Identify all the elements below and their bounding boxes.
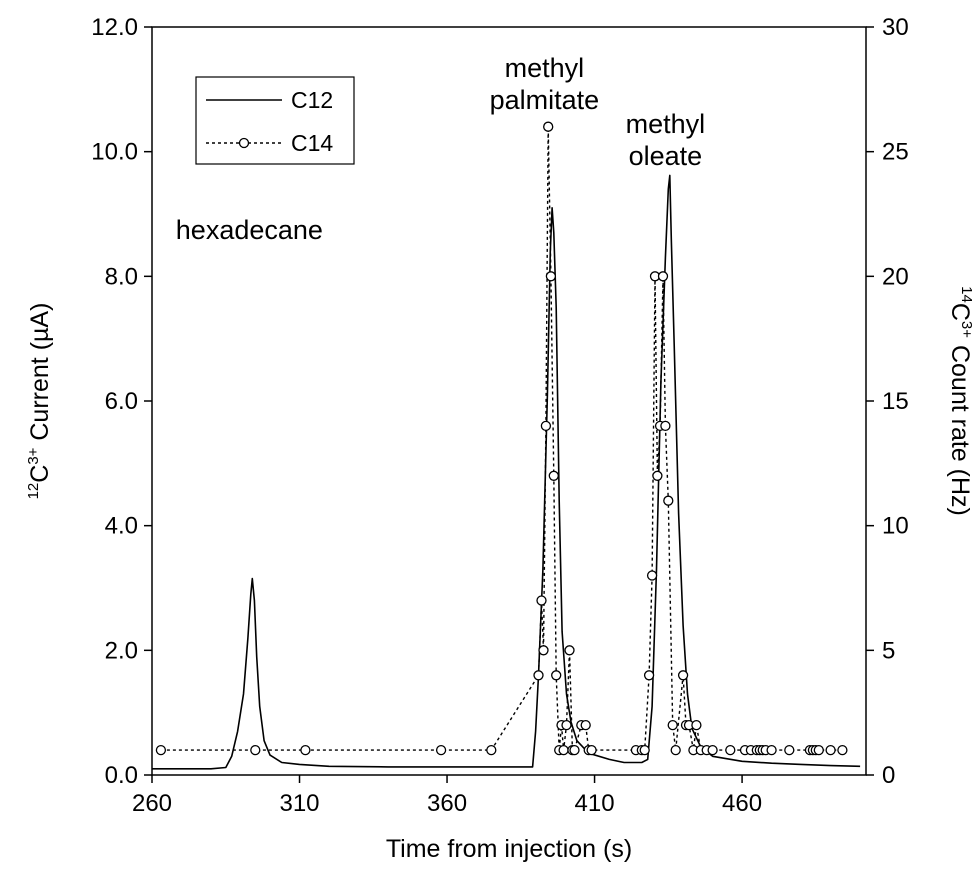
legend-box: [195, 76, 355, 165]
right-y-axis-title: 14C3+ Count rate (Hz): [946, 286, 975, 516]
right-y-charge-superscript: 3+: [958, 321, 975, 338]
left-y-tick-label: 6.0: [105, 388, 138, 415]
left-y-mass-superscript: 12: [25, 483, 42, 500]
c14-point: [766, 744, 777, 756]
c14-point: [548, 470, 559, 481]
c14-point: [657, 271, 669, 282]
c14-point: [677, 670, 689, 681]
c14-point: [639, 744, 650, 756]
right-y-tick-label: 20: [882, 263, 909, 290]
c14-point: [707, 744, 718, 756]
peak-annotation-line: methyl: [626, 109, 706, 139]
c14-point: [564, 645, 575, 656]
right-y-tick-label: 15: [882, 388, 909, 415]
peak-annotation-line: palmitate: [490, 85, 600, 115]
peak-annotation: methyl oleate: [626, 109, 706, 171]
x-tick-label: 460: [722, 790, 762, 817]
right-y-axis: 0 5 10 15 20 25 30: [866, 14, 909, 789]
c14-point: [652, 470, 663, 481]
c14-point: [486, 744, 497, 756]
peak-annotation: methyl palmitate: [490, 53, 600, 115]
left-y-tick-label: 4.0: [105, 513, 138, 540]
c14-point: [551, 670, 562, 681]
right-y-mass-superscript: 14: [958, 286, 975, 303]
x-axis-title: Time from injection (s): [386, 835, 632, 863]
left-y-tick-label: 0.0: [105, 762, 138, 789]
c14-point: [538, 645, 549, 656]
right-y-tick-label: 0: [882, 762, 895, 789]
c12-series: [152, 174, 861, 770]
c12-line: [152, 174, 861, 770]
legend-c14-marker: [238, 137, 250, 149]
right-y-tick-label: 10: [882, 513, 909, 540]
c14-point: [435, 744, 447, 756]
c14-point: [670, 744, 681, 756]
legend-c12-label: C12: [291, 87, 333, 113]
peak-annotation-line: oleate: [629, 141, 703, 171]
c14-point: [580, 719, 591, 731]
c14-point: [533, 670, 544, 681]
c14-point: [660, 420, 671, 432]
c14-point: [586, 744, 597, 756]
legend: C12 C14: [195, 76, 355, 165]
c14-point: [545, 271, 557, 282]
x-tick-label: 260: [132, 790, 172, 817]
right-y-tick-label: 30: [882, 14, 909, 41]
c14-point: [725, 744, 736, 756]
c14-point: [643, 670, 655, 681]
left-y-element: C: [26, 465, 54, 483]
c14-point: [691, 719, 702, 731]
c14-point: [558, 744, 569, 756]
c14-point: [813, 744, 824, 756]
left-y-label-rest: Current (µA): [26, 303, 54, 448]
c14-point: [536, 595, 547, 606]
c14-point: [569, 744, 580, 756]
legend-c14-label: C14: [291, 130, 333, 156]
left-y-axis-title: 12C3+ Current (µA): [25, 303, 54, 500]
c14-point: [155, 744, 167, 756]
c14-point: [837, 744, 848, 756]
c14-point: [543, 121, 554, 132]
left-y-axis: 0.0 2.0 4.0 6.0 8.0 10.0 12.0: [91, 14, 152, 789]
c14-point: [784, 744, 795, 756]
c14-point: [540, 420, 552, 432]
left-y-tick-label: 8.0: [105, 263, 138, 290]
left-y-tick-label: 12.0: [91, 14, 138, 41]
right-y-element: C: [946, 303, 974, 321]
x-tick-label: 360: [427, 790, 467, 817]
x-axis: 260 310 360 410 460: [132, 775, 762, 817]
peak-annotation: hexadecane: [176, 215, 323, 245]
peak-annotation-line: hexadecane: [176, 215, 323, 245]
c14-point: [667, 719, 678, 731]
c14-point: [300, 744, 311, 756]
x-tick-label: 410: [575, 790, 615, 817]
left-y-tick-label: 10.0: [91, 139, 138, 166]
c14-point: [825, 744, 836, 756]
right-y-tick-label: 5: [882, 637, 895, 664]
c14-point: [250, 744, 261, 756]
c14-point: [561, 719, 572, 731]
c14-point: [646, 570, 658, 581]
right-y-tick-label: 25: [882, 139, 909, 166]
c14-series: [155, 121, 848, 756]
left-y-tick-label: 2.0: [105, 637, 138, 664]
c14-line: [160, 126, 843, 751]
right-y-label-rest: Count rate (Hz): [946, 338, 974, 516]
c14-point: [663, 495, 674, 506]
left-y-charge-superscript: 3+: [25, 447, 42, 464]
peak-annotation-line: methyl: [505, 53, 585, 83]
x-tick-label: 310: [279, 790, 319, 817]
